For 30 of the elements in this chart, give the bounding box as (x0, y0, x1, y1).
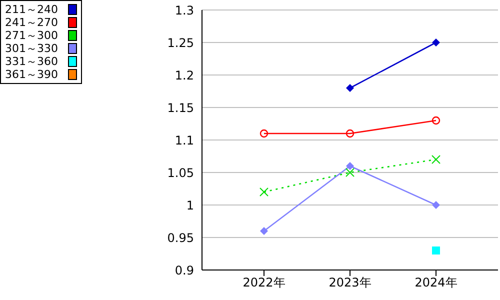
legend-label: 271～300 (5, 29, 58, 42)
legend-label: 241～270 (5, 16, 58, 29)
point (260, 188, 268, 196)
y-tick-label: 1.05 (167, 166, 194, 180)
y-tick-label: 0.9 (174, 263, 194, 278)
y-tick-label: 1.3 (174, 3, 194, 18)
y-tick-label: 0.95 (167, 230, 194, 245)
y-tick-label: 1.15 (167, 100, 194, 115)
point (260, 129, 268, 138)
legend-label: 331～360 (5, 55, 58, 68)
point (346, 84, 354, 92)
point (432, 38, 440, 46)
x-tick-label: 2022年 (242, 276, 286, 290)
y-tick-label: 1.1 (174, 133, 194, 148)
y-tick-label: 1.2 (174, 68, 194, 82)
legend-label: 361～390 (5, 68, 58, 81)
x-tick-label: 2024年 (414, 276, 458, 290)
point (432, 116, 440, 125)
point (346, 168, 354, 177)
legend-label: 211～240 (5, 3, 58, 16)
y-tick-label: 1 (186, 198, 194, 212)
point (432, 155, 440, 164)
point (346, 162, 354, 170)
point (432, 201, 440, 209)
legend-label: 301～330 (5, 42, 58, 55)
point (346, 129, 354, 138)
point (260, 227, 268, 235)
x-tick-label: 2023年 (328, 276, 372, 290)
point (432, 246, 440, 254)
y-tick-label: 1.25 (167, 36, 194, 50)
